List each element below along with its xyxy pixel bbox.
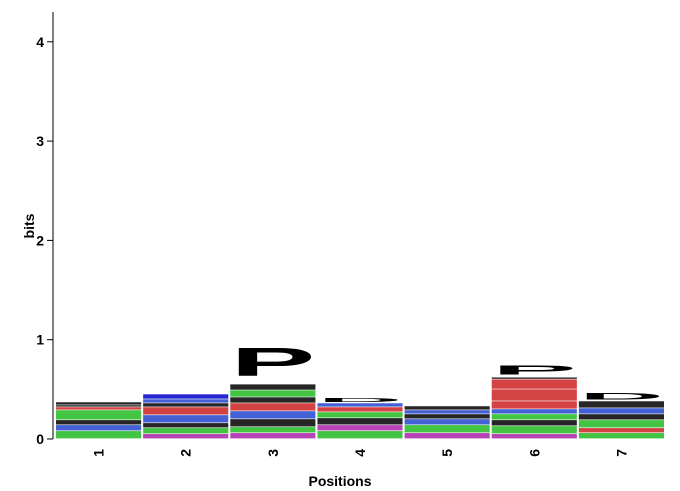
logo-stripe [578, 401, 664, 408]
logo-stripe [56, 420, 142, 425]
x-tick-label: 4 [352, 449, 368, 457]
logo-letter: D [579, 391, 664, 401]
logo-stripe [491, 434, 577, 439]
logo-letter: P [230, 340, 315, 385]
logo-stripe [143, 394, 229, 399]
logo-stripe [317, 425, 403, 431]
logo-stripe [404, 410, 490, 414]
logo-stripe [230, 419, 316, 427]
logo-stripe [491, 426, 577, 434]
x-tick-label: 2 [178, 449, 194, 457]
logo-stripe [143, 403, 229, 407]
logo-stripe [491, 401, 577, 409]
logo-stripe [317, 431, 403, 439]
y-tick-label: 2 [36, 232, 44, 248]
logo-stripe [491, 377, 577, 379]
logo-stripe [230, 384, 316, 390]
logo-letter: P [492, 363, 577, 378]
logo-stripe [56, 407, 142, 410]
logo-letter: D [317, 397, 402, 403]
logo-stripe [491, 414, 577, 420]
logo-stripe [143, 428, 229, 434]
logo-stripe [491, 409, 577, 414]
x-tick-label: 6 [526, 449, 542, 457]
logo-stripe [578, 428, 664, 433]
x-tick-label: 3 [265, 449, 281, 457]
logo-stripe [230, 433, 316, 439]
logo-stripe [230, 397, 316, 403]
logo-stripe [578, 433, 664, 439]
y-axis-label: bits [21, 213, 37, 238]
logo-stripe [230, 411, 316, 419]
logo-stripe [404, 433, 490, 439]
x-tick-label: 7 [613, 449, 629, 457]
logo-stripe [404, 419, 490, 425]
logo-stripe [317, 418, 403, 425]
x-axis-label: Positions [308, 473, 371, 489]
logo-stripe [56, 402, 142, 405]
logo-stripe [404, 414, 490, 419]
logo-stripe [491, 420, 577, 426]
x-tick-label: 1 [91, 449, 107, 457]
logo-stripe [317, 412, 403, 418]
logo-stripe [317, 407, 403, 412]
logo-stripe [230, 403, 316, 411]
logo-stripe [578, 420, 664, 428]
logo-stripe [578, 414, 664, 420]
logo-stripe [143, 415, 229, 423]
logo-stripe [404, 425, 490, 433]
y-tick-label: 3 [36, 133, 44, 149]
logo-stripe [143, 399, 229, 403]
logo-stripe [491, 379, 577, 389]
logo-stripe [230, 427, 316, 433]
y-tick-label: 4 [36, 34, 44, 50]
logo-stripe [578, 408, 664, 414]
y-tick-label: 1 [36, 332, 44, 348]
logo-stripe [404, 406, 490, 410]
logo-stripe [143, 407, 229, 415]
logo-stripe [230, 390, 316, 397]
logo-stripe [56, 410, 142, 420]
logo-stripe [143, 434, 229, 439]
logo-stripe [143, 423, 229, 428]
logo-stripe [491, 389, 577, 401]
y-tick-label: 0 [36, 431, 44, 447]
logo-stripe [56, 425, 142, 431]
logo-stripe [56, 405, 142, 407]
x-tick-label: 5 [439, 449, 455, 457]
logo-stripe [317, 403, 403, 407]
logo-stripe [56, 431, 142, 439]
